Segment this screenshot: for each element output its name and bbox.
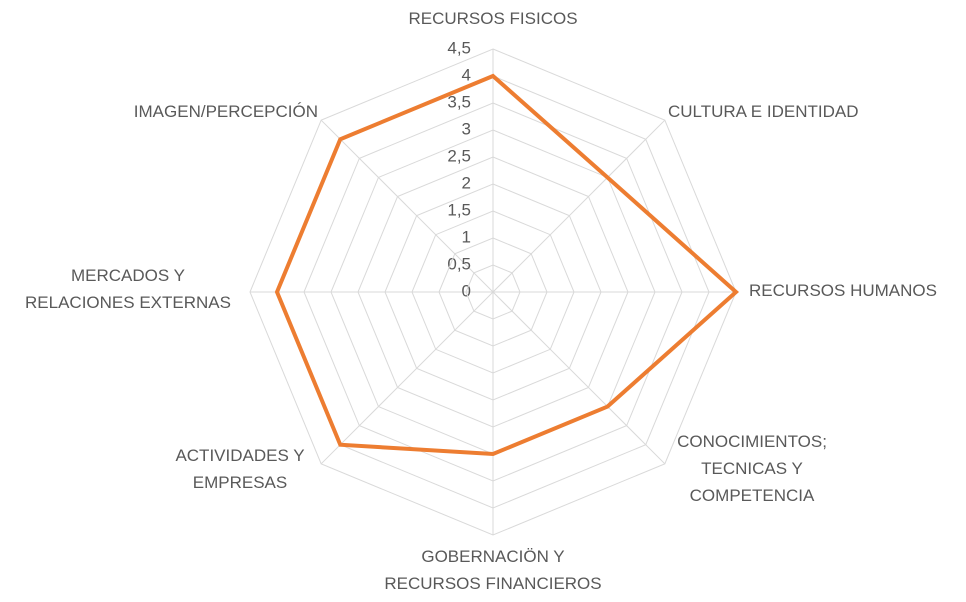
category-label-line: RELACIONES EXTERNAS <box>25 293 231 312</box>
category-label: CULTURA E IDENTIDAD <box>668 102 859 121</box>
r-tick-label: 4,5 <box>447 38 471 57</box>
category-label: ACTIVIDADES Y EMPRESAS <box>175 446 304 492</box>
r-tick-label: 4 <box>462 65 471 84</box>
spoke <box>320 291 494 465</box>
grid-ring <box>249 48 737 536</box>
r-tick-label: 2,5 <box>447 146 471 165</box>
category-label-line: IMAGEN/PERCEPCIÓN <box>134 102 318 121</box>
r-tick-label: 0,5 <box>447 254 471 273</box>
r-tick-label: 2 <box>462 173 471 192</box>
series-line <box>274 73 740 457</box>
category-label-line: EMPRESAS <box>193 473 287 492</box>
r-tick-label: 3 <box>462 119 471 138</box>
grid-ring <box>411 210 575 374</box>
r-tick-label: 1,5 <box>447 200 471 219</box>
r-tick-label: 3,5 <box>447 92 471 111</box>
grid-ring <box>384 183 602 401</box>
category-label-line: RECURSOS HUMANOS <box>749 281 937 300</box>
grid-ring <box>303 102 683 482</box>
spoke <box>492 119 666 293</box>
r-tick-label: 1 <box>462 227 471 246</box>
grid-ring <box>465 264 521 320</box>
category-label-line: CONOCIMIENTOS; <box>677 432 827 451</box>
category-label-line: MERCADOS Y <box>71 266 185 285</box>
spoke <box>320 119 494 293</box>
category-label: GOBERNACIÖN Y RECURSOS FINANCIEROS <box>384 547 601 593</box>
category-label: RECURSOS HUMANOS <box>749 281 937 300</box>
grid-ring <box>357 156 629 428</box>
category-label: CONOCIMIENTOS; TECNICAS Y COMPETENCIA <box>677 432 827 505</box>
category-label-line: CULTURA E IDENTIDAD <box>668 102 859 121</box>
category-label: MERCADOS Y RELACIONES EXTERNAS <box>25 266 231 312</box>
category-label-line: RECURSOS FISICOS <box>408 9 577 28</box>
grid-ring <box>438 237 548 347</box>
category-label-line: RECURSOS FINANCIEROS <box>384 574 601 593</box>
category-label-line: ACTIVIDADES Y <box>175 446 304 465</box>
category-label: RECURSOS FISICOS <box>408 9 577 28</box>
category-label: IMAGEN/PERCEPCIÓN <box>134 102 318 121</box>
category-label-line: TECNICAS Y <box>701 459 803 478</box>
category-label-line: GOBERNACIÖN Y <box>421 547 564 566</box>
category-label-line: COMPETENCIA <box>690 486 815 505</box>
spoke <box>492 291 666 465</box>
